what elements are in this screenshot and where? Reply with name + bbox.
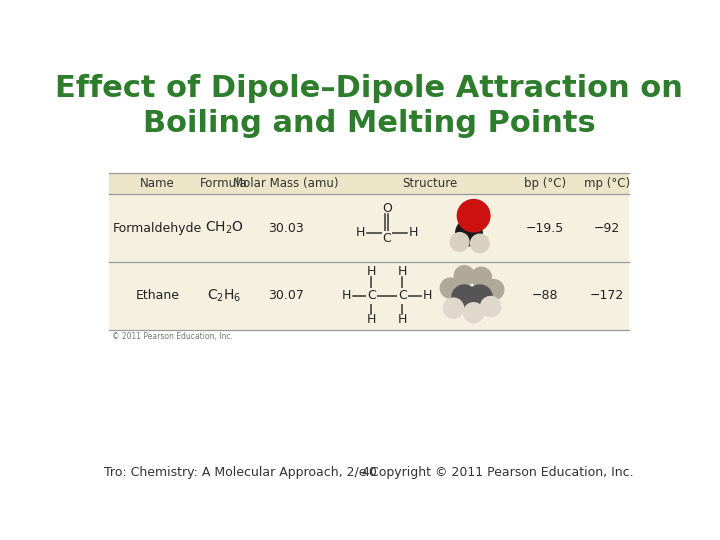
- Text: 30.07: 30.07: [268, 289, 304, 302]
- Text: Formaldehyde: Formaldehyde: [113, 221, 202, 234]
- Circle shape: [456, 220, 482, 246]
- Text: −19.5: −19.5: [526, 221, 564, 234]
- Text: −172: −172: [590, 289, 624, 302]
- Circle shape: [452, 285, 477, 309]
- Circle shape: [454, 266, 474, 286]
- Text: C: C: [367, 289, 376, 302]
- Text: H: H: [366, 313, 376, 326]
- FancyBboxPatch shape: [109, 173, 629, 194]
- Text: O: O: [382, 202, 392, 215]
- Text: Name: Name: [140, 177, 175, 190]
- Text: C: C: [398, 289, 407, 302]
- Circle shape: [472, 267, 492, 287]
- Circle shape: [484, 280, 504, 300]
- FancyBboxPatch shape: [109, 262, 629, 330]
- Text: Molar Mass (amu): Molar Mass (amu): [233, 177, 339, 190]
- Text: Ethane: Ethane: [135, 289, 179, 302]
- Text: $\mathrm{C_2H_6}$: $\mathrm{C_2H_6}$: [207, 288, 241, 304]
- Text: H: H: [423, 289, 432, 302]
- Text: Formula: Formula: [200, 177, 248, 190]
- Text: Effect of Dipole–Dipole Attraction on: Effect of Dipole–Dipole Attraction on: [55, 74, 683, 103]
- Text: −88: −88: [531, 289, 558, 302]
- Text: H: H: [408, 226, 418, 239]
- Text: H: H: [342, 289, 351, 302]
- Circle shape: [467, 285, 492, 309]
- Text: Copyright © 2011 Pearson Education, Inc.: Copyright © 2011 Pearson Education, Inc.: [370, 467, 634, 480]
- Circle shape: [481, 296, 500, 316]
- Circle shape: [471, 234, 489, 253]
- Text: Structure: Structure: [402, 177, 457, 190]
- Text: Tro: Chemistry: A Molecular Approach, 2/e: Tro: Chemistry: A Molecular Approach, 2/…: [104, 467, 366, 480]
- Text: H: H: [397, 313, 407, 326]
- Text: 30.03: 30.03: [269, 221, 304, 234]
- Text: H: H: [356, 226, 365, 239]
- Text: Boiling and Melting Points: Boiling and Melting Points: [143, 110, 595, 138]
- Text: © 2011 Pearson Education, Inc.: © 2011 Pearson Education, Inc.: [112, 332, 233, 341]
- Circle shape: [464, 303, 484, 323]
- Circle shape: [444, 298, 464, 318]
- FancyBboxPatch shape: [109, 194, 629, 262]
- Text: bp (°C): bp (°C): [524, 177, 566, 190]
- Text: H: H: [397, 266, 407, 279]
- Circle shape: [457, 200, 490, 232]
- Text: H: H: [366, 266, 376, 279]
- Circle shape: [441, 278, 461, 298]
- Text: 40: 40: [361, 467, 377, 480]
- Text: C: C: [382, 232, 391, 245]
- Text: −92: −92: [594, 221, 620, 234]
- Text: mp (°C): mp (°C): [584, 177, 630, 190]
- Circle shape: [451, 233, 469, 251]
- Text: $\mathrm{CH_2O}$: $\mathrm{CH_2O}$: [204, 220, 243, 236]
